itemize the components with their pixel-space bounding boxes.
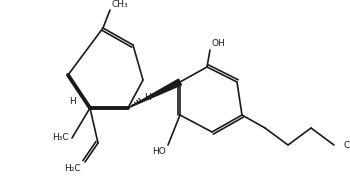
Polygon shape [128,79,181,108]
Text: H: H [144,94,151,102]
Text: CH₃: CH₃ [344,140,350,150]
Text: H: H [69,97,76,107]
Text: OH: OH [212,39,226,48]
Text: CH₃: CH₃ [112,0,129,9]
Text: H₃C: H₃C [52,134,69,142]
Text: HO: HO [152,147,166,156]
Text: H₂C: H₂C [64,164,81,173]
